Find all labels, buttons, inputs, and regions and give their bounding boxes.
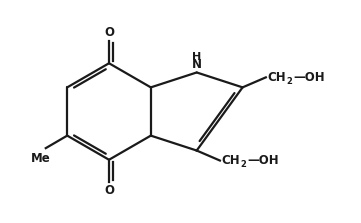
Text: O: O bbox=[104, 184, 114, 197]
Text: 2: 2 bbox=[286, 77, 292, 86]
Text: N: N bbox=[192, 58, 202, 71]
Text: Me: Me bbox=[31, 152, 50, 165]
Text: 2: 2 bbox=[240, 160, 246, 169]
Text: —OH: —OH bbox=[293, 71, 325, 84]
Text: CH: CH bbox=[268, 71, 286, 84]
Text: —OH: —OH bbox=[247, 154, 279, 167]
Text: CH: CH bbox=[222, 154, 240, 167]
Text: O: O bbox=[104, 26, 114, 39]
Text: H: H bbox=[192, 52, 201, 62]
